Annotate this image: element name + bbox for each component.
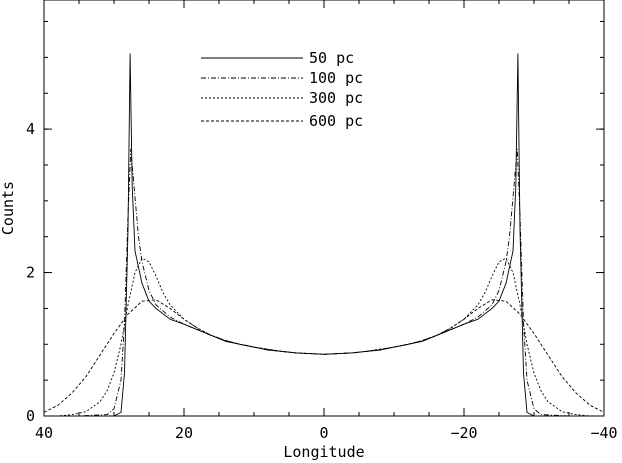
series-line-1	[44, 53, 604, 417]
legend-label: 300 pc	[309, 89, 363, 107]
x-tick-label: −40	[590, 424, 617, 442]
legend-label: 100 pc	[309, 69, 363, 87]
x-tick-label: 40	[35, 424, 53, 442]
legend-label: 50 pc	[309, 49, 354, 67]
legend-label: 600 pc	[309, 112, 363, 130]
series-line-3	[44, 257, 604, 417]
y-tick-label: 0	[26, 407, 35, 425]
x-tick-label: 20	[175, 424, 193, 442]
series-group	[43, 53, 605, 417]
y-axis-label: Counts	[0, 181, 17, 235]
x-axis-label: Longitude	[283, 443, 364, 461]
x-tick-label: −20	[450, 424, 477, 442]
series-line-4	[43, 299, 605, 413]
series-line-2	[44, 148, 604, 417]
x-tick-label: 0	[319, 424, 328, 442]
legend: 50 pc 100 pc 300 pc 600 pc	[201, 49, 363, 130]
y-tick-label: 2	[26, 264, 35, 282]
tick-labels: 40 20 0 −20 −40 0 2 4	[26, 120, 618, 442]
y-tick-label: 4	[26, 120, 35, 138]
